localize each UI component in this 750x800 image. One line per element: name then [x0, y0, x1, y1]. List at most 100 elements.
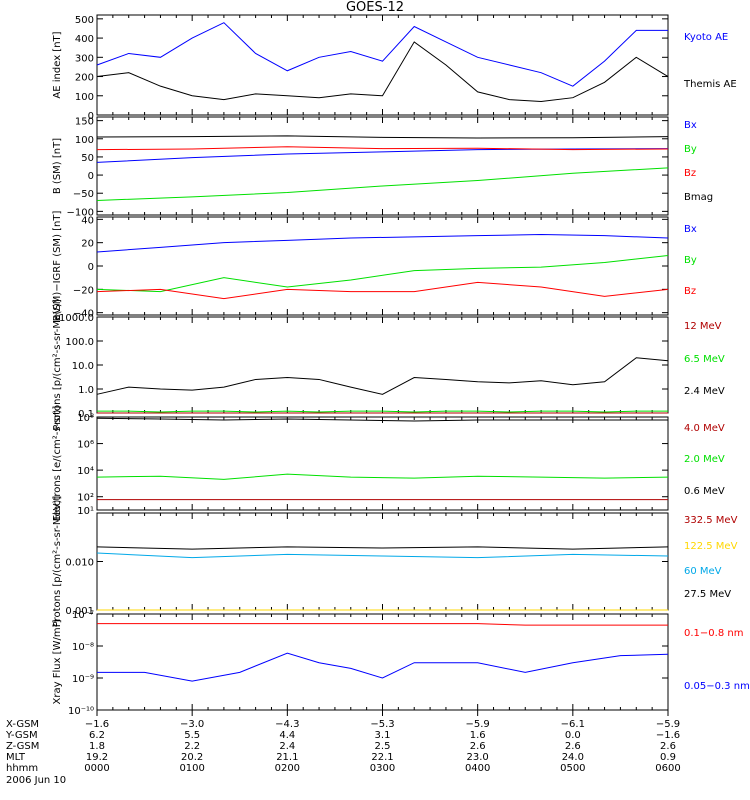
y-tick-label: 10⁻¹⁰	[68, 706, 94, 717]
y-tick-label: 500	[75, 15, 94, 26]
y-axis-label: Protons [p/(cm²-s-sr-MeV)]	[52, 496, 63, 628]
legend-entry: 12 MeV	[684, 321, 722, 332]
y-tick-label: 10⁻⁹	[72, 674, 94, 685]
footer-cell: 0000	[84, 763, 109, 774]
series-line	[96, 281, 669, 300]
footer-cell: 0500	[560, 763, 585, 774]
series-line	[96, 255, 669, 293]
footer-cell: 2.5	[375, 741, 391, 752]
legend-entry: Bz	[684, 286, 696, 297]
legend-entry: 2.0 MeV	[684, 454, 725, 465]
footer-cell: −6.1	[561, 719, 585, 730]
footer-cell: 3.1	[375, 730, 391, 741]
series-line	[96, 417, 668, 422]
y-tick-label: 40	[81, 215, 94, 226]
series-line	[96, 22, 668, 87]
y-tick-label: 1000.0	[59, 313, 94, 324]
footer-row-label: Y-GSM	[5, 730, 38, 741]
series-line	[96, 473, 669, 480]
y-tick-label: −100	[67, 207, 94, 218]
y-tick-label: 10⁶	[77, 440, 94, 451]
legend-entry: 60 MeV	[684, 566, 722, 577]
footer-cell: 0.0	[565, 730, 581, 741]
footer-cell: 1.6	[470, 730, 486, 741]
footer-cell: 0100	[179, 763, 204, 774]
y-tick-label: 10.0	[72, 361, 94, 372]
footer-cell: 0400	[465, 763, 490, 774]
footer-cell: 2.6	[660, 741, 676, 752]
footer-cell: 2.4	[279, 741, 295, 752]
legend-entry: 122.5 MeV	[684, 541, 738, 552]
legend-entry: Bx	[684, 224, 697, 235]
y-tick-label: 300	[75, 53, 94, 64]
footer-row-label: Z-GSM	[6, 741, 39, 752]
footer-cell: 0300	[370, 763, 395, 774]
y-tick-label: 20	[81, 239, 94, 250]
legend-entry: 0.1−0.8 nm	[684, 628, 743, 639]
footer-cell: 0.9	[660, 752, 676, 763]
legend-entry: By	[684, 255, 697, 266]
series-line	[96, 41, 669, 103]
footer-cell: 0600	[655, 763, 680, 774]
y-tick-label: 0	[88, 262, 94, 273]
footer-cell: −5.3	[370, 719, 394, 730]
y-axis-label: Xray Flux [W/m²]	[52, 619, 63, 704]
series-line	[96, 552, 669, 559]
legend-entry: 6.5 MeV	[684, 354, 725, 365]
footer-cell: 5.5	[184, 730, 200, 741]
footer-cell: 19.2	[86, 752, 108, 763]
footer-cell: −3.0	[180, 719, 204, 730]
legend-entry: 332.5 MeV	[684, 515, 738, 526]
panel-frame	[96, 613, 669, 711]
page-title: GOES-12	[345, 0, 404, 15]
y-axis-label: B (SM) [nT]	[52, 138, 63, 194]
series-line	[96, 357, 669, 395]
series-line	[96, 546, 669, 550]
footer-cell: −5.9	[466, 719, 490, 730]
y-tick-label: 10⁸	[77, 413, 94, 424]
footer-cell: 22.1	[371, 752, 393, 763]
legend-entry: By	[684, 144, 697, 155]
y-tick-label: 10⁴	[77, 466, 94, 477]
y-axis-label: Protons [p/(cm²-s-sr-MeV)]	[52, 299, 63, 431]
y-tick-label: 0.001	[65, 606, 94, 617]
series-line	[96, 135, 669, 139]
y-tick-label: −20	[73, 285, 94, 296]
series-line	[97, 410, 668, 413]
footer-row-label: MLT	[6, 752, 26, 763]
legend-entry: Kyoto AE	[684, 32, 728, 43]
panel-frame	[96, 416, 669, 511]
legend-entry: 0.6 MeV	[684, 486, 725, 497]
panel-frame	[96, 316, 669, 414]
y-tick-label: 150	[75, 117, 94, 128]
legend-entry: 0.05−0.3 nm	[684, 681, 750, 692]
y-tick-label: 0.1	[78, 409, 94, 420]
footer-cell: 21.1	[276, 752, 298, 763]
legend-entry: 2.4 MeV	[684, 386, 725, 397]
panel-frame	[96, 14, 669, 116]
y-tick-label: 10¹	[77, 506, 94, 517]
series-line	[96, 167, 669, 201]
y-axis-label: AE index [nT]	[52, 31, 63, 98]
y-tick-label: 0	[88, 111, 94, 122]
footer-cell: −5.9	[656, 719, 680, 730]
footer-cell: 2.6	[565, 741, 581, 752]
panel-frame	[96, 116, 669, 216]
legend-entry: Bmag	[684, 192, 713, 203]
footer-cell: 4.4	[279, 730, 295, 741]
y-tick-label: 0	[88, 171, 94, 182]
series-line	[97, 652, 669, 682]
footer-cell: −4.3	[275, 719, 299, 730]
legend-entry: Bz	[684, 168, 696, 179]
panel-frame	[96, 216, 669, 316]
series-line	[97, 623, 668, 626]
series-line	[96, 146, 669, 151]
footer-cell: 1.8	[89, 741, 105, 752]
series-line	[96, 148, 669, 163]
y-tick-label: 10⁻⁷	[72, 610, 94, 621]
y-tick-label: 400	[75, 34, 94, 45]
y-tick-label: 100	[75, 135, 94, 146]
y-tick-label: 10⁻⁸	[72, 642, 94, 653]
footer-row-label: X-GSM	[6, 719, 39, 730]
